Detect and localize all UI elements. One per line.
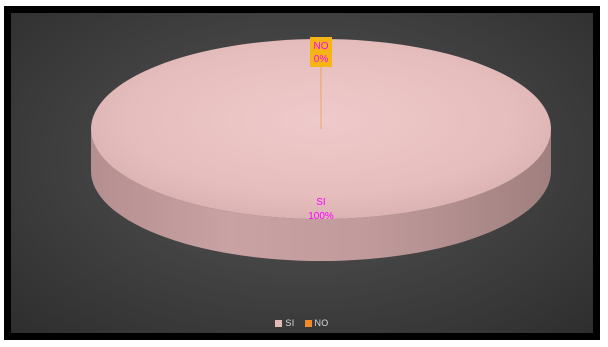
pie-slice-si-side <box>91 129 551 261</box>
chart-legend: SI NO <box>11 318 593 328</box>
data-label-si-name: SI <box>316 197 325 208</box>
legend-swatch-si <box>275 319 283 327</box>
legend-entry-si[interactable]: SI <box>275 318 294 328</box>
data-label-si-percent: 100% <box>308 211 334 222</box>
data-label-no-percent: 0% <box>314 54 329 65</box>
legend-label-no: NO <box>314 318 329 328</box>
legend-entry-no[interactable]: NO <box>304 318 329 328</box>
pie-chart: NO 0% SI 100% <box>91 37 551 261</box>
chart-frame: NO 0% SI 100% SI NO <box>4 6 600 340</box>
data-label-no-name: NO <box>314 41 329 52</box>
legend-label-si: SI <box>285 318 295 328</box>
legend-swatch-no <box>304 319 312 327</box>
chart-area: NO 0% SI 100% SI NO <box>11 13 593 333</box>
data-label-box-no <box>310 37 332 67</box>
